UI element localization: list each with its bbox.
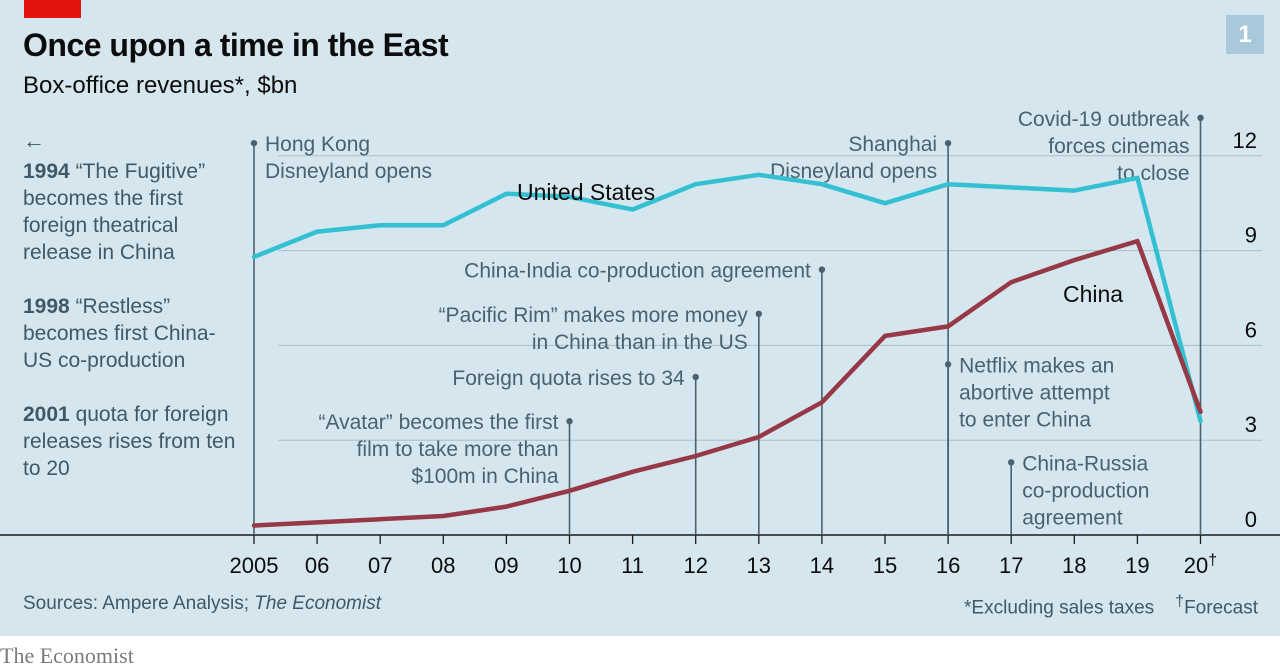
annotation-label: “Avatar” becomes the first film to take m… <box>318 411 558 488</box>
annotation-label: Covid-19 outbreak forces cinemas to close <box>1018 108 1190 185</box>
x-tick-label: 14 <box>810 553 834 578</box>
annotation-line: Disneyland opens <box>265 160 432 183</box>
y-tick-label: 12 <box>1233 128 1257 153</box>
x-tick-dagger: † <box>1208 552 1217 569</box>
sidebar-note-1998: 1998 “Restless” becomes first China-US c… <box>23 293 238 374</box>
series-line-china <box>251 238 1203 528</box>
annotation-label: China-India co-production agreement <box>464 260 811 283</box>
annotation-line: Netflix makes an <box>959 354 1114 377</box>
y-tick-label: 3 <box>1245 412 1257 437</box>
footnote-dagger: † <box>1175 593 1185 610</box>
annotation-label: “Pacific Rim” makes more money in China t… <box>439 304 749 354</box>
x-tick-label: 10 <box>557 553 581 578</box>
x-tick-label: 2005 <box>230 553 279 578</box>
annotation-dot <box>1197 114 1204 122</box>
annotation-dot <box>1008 459 1015 466</box>
annotation-line: $100m in China <box>411 465 558 488</box>
chart-panel: Once upon a time in the East Box-office … <box>0 0 1280 636</box>
series-label-china: China <box>1063 281 1123 307</box>
x-tick-label: 13 <box>747 553 771 578</box>
source-note: Sources: Ampere Analysis; The Economist <box>23 593 381 615</box>
chart-number-badge: 1 <box>1226 15 1264 54</box>
x-tick-label: 09 <box>494 553 518 578</box>
annotation-label: Hong Kong Disneyland opens <box>265 133 432 183</box>
annotation-line: co-production <box>1022 479 1149 502</box>
annotation-line: China-India co-production agreement <box>464 260 811 283</box>
annotation-label: Foreign quota rises to 34 <box>452 367 685 390</box>
left-arrow-icon: ← <box>23 128 45 153</box>
source-prefix: Sources: Ampere Analysis; <box>23 593 255 614</box>
annotation-line: forces cinemas <box>1048 135 1189 158</box>
annotation-line: in China than in the US <box>532 331 748 354</box>
annotation-label: China-Russia co-production agreement <box>1022 452 1149 529</box>
sidebar-note-year: 1998 <box>23 295 70 318</box>
brand-red-tab <box>24 0 81 18</box>
footnote-excluding-taxes: *Excluding sales taxes <box>964 597 1155 619</box>
sidebar-note-year: 1994 <box>23 160 70 183</box>
sidebar-note-text: “The Fugitive” becomes the first foreign… <box>23 160 206 264</box>
sidebar-note-1994: 1994 “The Fugitive” becomes the first fo… <box>23 158 238 266</box>
footnote-forecast: Forecast <box>1184 597 1258 619</box>
annotation-dot <box>250 139 258 147</box>
annotation-dot <box>818 266 826 273</box>
x-tick-label: 19 <box>1125 553 1149 578</box>
x-tick-label: 20† <box>1184 552 1217 578</box>
annotation-line: to enter China <box>959 408 1091 431</box>
annotation-line: “Pacific Rim” makes more money <box>439 304 749 327</box>
brand-wordmark: The Economist <box>0 643 134 668</box>
annotation-label: Netflix makes an abortive attempt to enter… <box>959 354 1114 431</box>
x-tick-label: 11 <box>621 553 644 578</box>
chart-title: Once upon a time in the East <box>23 27 449 63</box>
x-tick-label: 07 <box>368 553 392 578</box>
annotation-line: agreement <box>1022 506 1123 529</box>
annotation-line: Shanghai <box>848 133 937 156</box>
y-tick-label: 9 <box>1245 223 1257 248</box>
annotation-line: Disneyland opens <box>770 160 937 183</box>
sidebar-note-text: quota for foreign releases rises from te… <box>23 403 236 480</box>
line-chart: 0 3 6 9 12 2005 06 07 08 09 10 11 12 13 14 15 16 17 18 19 20… <box>0 108 1280 578</box>
x-tick-label: 17 <box>999 553 1023 578</box>
y-tick-label: 0 <box>1245 507 1257 532</box>
y-tick-label: 6 <box>1245 317 1257 342</box>
annotation-line: Covid-19 outbreak <box>1018 108 1190 131</box>
x-tick-label: 08 <box>431 553 455 578</box>
annotation-line: film to take more than <box>357 438 559 461</box>
sidebar-note-2001: 2001 quota for foreign releases rises fr… <box>23 401 238 482</box>
x-tick-label: 16 <box>936 553 960 578</box>
sidebar-note-text: “Restless” becomes first China-US co-pro… <box>23 295 216 372</box>
footnotes: *Excluding sales taxes †Forecast <box>964 593 1258 619</box>
annotation-line: Hong Kong <box>265 133 370 156</box>
sidebar-note-year: 2001 <box>23 403 70 426</box>
annotation-label: Shanghai Disneyland opens <box>770 133 937 183</box>
annotation-dot <box>566 418 573 425</box>
x-tick-label: 06 <box>305 553 329 578</box>
annotation-line: abortive attempt <box>959 381 1110 404</box>
series-label-united-states: United States <box>517 179 655 205</box>
annotation-line: “Avatar” becomes the first <box>318 411 558 434</box>
x-tick-label: 18 <box>1062 553 1086 578</box>
source-italic: The Economist <box>254 593 382 614</box>
series-line-united-states <box>251 172 1203 424</box>
annotation-line: Foreign quota rises to 34 <box>452 367 685 390</box>
x-tick-label: 12 <box>683 553 707 578</box>
annotation-line: China-Russia <box>1022 452 1148 475</box>
annotation-dot <box>755 310 762 317</box>
annotation-dot <box>692 373 699 381</box>
chart-subtitle: Box-office revenues*, $bn <box>23 72 298 99</box>
annotation-dot <box>944 361 952 368</box>
x-tick-label: 15 <box>873 553 897 578</box>
annotation-dot <box>944 139 952 147</box>
